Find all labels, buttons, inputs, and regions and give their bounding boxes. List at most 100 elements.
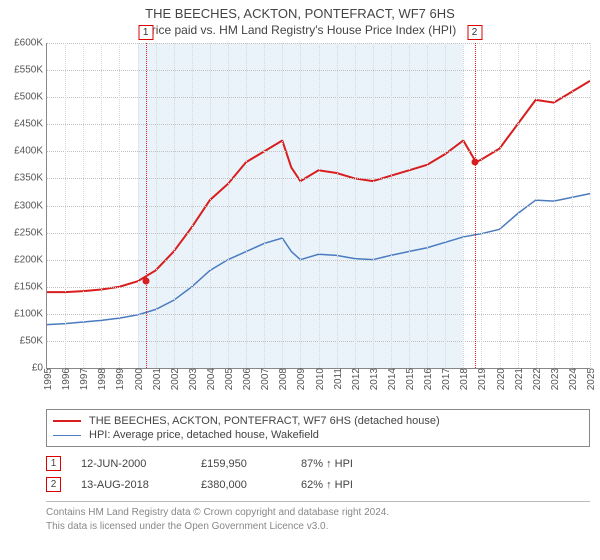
y-axis-label: £550K xyxy=(1,65,43,76)
y-axis-label: £450K xyxy=(1,119,43,130)
grid-line-v xyxy=(373,43,374,368)
legend-label: HPI: Average price, detached house, Wake… xyxy=(89,429,319,441)
y-axis-label: £350K xyxy=(1,173,43,184)
grid-line-v xyxy=(83,43,84,368)
x-axis-label: 2018 xyxy=(459,368,470,390)
y-axis-label: £200K xyxy=(1,254,43,265)
grid-line-v xyxy=(119,43,120,368)
grid-line-v xyxy=(65,43,66,368)
sale-row-date: 12-JUN-2000 xyxy=(81,458,181,470)
page-title: THE BEECHES, ACKTON, PONTEFRACT, WF7 6HS xyxy=(0,0,600,21)
x-axis-label: 2021 xyxy=(514,368,525,390)
reference-line xyxy=(475,43,476,368)
page-subtitle: Price paid vs. HM Land Registry's House … xyxy=(0,21,600,43)
footer-line: Contains HM Land Registry data © Crown c… xyxy=(46,506,590,520)
x-axis-label: 2003 xyxy=(188,368,199,390)
sale-row-number: 1 xyxy=(46,456,61,471)
grid-line-v xyxy=(355,43,356,368)
grid-line-v xyxy=(536,43,537,368)
x-axis-label: 2007 xyxy=(260,368,271,390)
legend-label: THE BEECHES, ACKTON, PONTEFRACT, WF7 6HS… xyxy=(89,415,440,427)
grid-line-v xyxy=(156,43,157,368)
grid-line-v xyxy=(409,43,410,368)
x-axis-label: 2023 xyxy=(550,368,561,390)
y-axis-label: £50K xyxy=(1,335,43,346)
x-axis-label: 2012 xyxy=(351,368,362,390)
grid-line-v xyxy=(518,43,519,368)
legend-item: THE BEECHES, ACKTON, PONTEFRACT, WF7 6HS… xyxy=(53,414,583,428)
legend-swatch xyxy=(53,435,81,436)
y-axis-label: £250K xyxy=(1,227,43,238)
grid-line-v xyxy=(101,43,102,368)
grid-line-v xyxy=(210,43,211,368)
grid-line-v xyxy=(174,43,175,368)
sale-row-delta: 87% ↑ HPI xyxy=(301,458,353,470)
sale-row-price: £159,950 xyxy=(201,458,281,470)
x-axis-label: 2022 xyxy=(532,368,543,390)
sale-row: 1 12-JUN-2000 £159,950 87% ↑ HPI xyxy=(46,453,590,474)
sale-marker xyxy=(142,278,149,285)
grid-line-v xyxy=(337,43,338,368)
x-axis-label: 2000 xyxy=(134,368,145,390)
y-axis-label: £300K xyxy=(1,200,43,211)
grid-line-v xyxy=(572,43,573,368)
grid-line-v xyxy=(590,43,591,368)
grid-line-v xyxy=(264,43,265,368)
grid-line-v xyxy=(445,43,446,368)
y-axis-label: £600K xyxy=(1,38,43,49)
legend-item: HPI: Average price, detached house, Wake… xyxy=(53,428,583,442)
x-axis-label: 1998 xyxy=(97,368,108,390)
x-axis-label: 2025 xyxy=(586,368,597,390)
y-axis-label: £150K xyxy=(1,281,43,292)
grid-line-v xyxy=(192,43,193,368)
y-axis-label: £500K xyxy=(1,92,43,103)
x-axis-label: 2010 xyxy=(315,368,326,390)
y-axis-label: £400K xyxy=(1,146,43,157)
sale-row-date: 13-AUG-2018 xyxy=(81,479,181,491)
grid-line-v xyxy=(138,43,139,368)
legend: THE BEECHES, ACKTON, PONTEFRACT, WF7 6HS… xyxy=(46,409,590,447)
reference-marker-box: 1 xyxy=(138,25,153,40)
x-axis-label: 2005 xyxy=(224,368,235,390)
grid-line-v xyxy=(463,43,464,368)
x-axis-label: 2013 xyxy=(369,368,380,390)
x-axis-label: 2009 xyxy=(296,368,307,390)
legend-swatch xyxy=(53,420,81,422)
sale-row: 213-AUG-2018£380,00062% ↑ HPI xyxy=(46,474,590,495)
x-axis-label: 1996 xyxy=(61,368,72,390)
x-axis-label: 2008 xyxy=(278,368,289,390)
x-axis-label: 2024 xyxy=(568,368,579,390)
x-axis-label: 2017 xyxy=(441,368,452,390)
x-axis-label: 2011 xyxy=(333,368,344,390)
chart-plot-area: £0£50K£100K£150K£200K£250K£300K£350K£400… xyxy=(46,43,590,369)
grid-line-v xyxy=(481,43,482,368)
reference-line xyxy=(146,43,147,368)
grid-line-v xyxy=(391,43,392,368)
x-axis-label: 2020 xyxy=(496,368,507,390)
x-axis-label: 2001 xyxy=(152,368,163,390)
x-axis-label: 2004 xyxy=(206,368,217,390)
grid-line-v xyxy=(500,43,501,368)
x-axis-label: 1995 xyxy=(43,368,54,390)
reference-marker-box: 2 xyxy=(467,25,482,40)
y-axis-label: £100K xyxy=(1,308,43,319)
x-axis-label: 2016 xyxy=(423,368,434,390)
footer-line: This data is licensed under the Open Gov… xyxy=(46,520,590,534)
grid-line-v xyxy=(300,43,301,368)
footer: Contains HM Land Registry data © Crown c… xyxy=(46,501,590,533)
x-axis-label: 2015 xyxy=(405,368,416,390)
sale-marker xyxy=(471,159,478,166)
grid-line-v xyxy=(228,43,229,368)
sale-row-number: 2 xyxy=(46,477,61,492)
grid-line-v xyxy=(319,43,320,368)
data-point-table: 1 12-JUN-2000 £159,950 87% ↑ HPI 2 13-AUG-201… xyxy=(46,453,590,495)
x-axis-label: 2014 xyxy=(387,368,398,390)
y-axis-label: £0 xyxy=(1,363,43,374)
x-axis-label: 2002 xyxy=(170,368,181,390)
grid-line-v xyxy=(246,43,247,368)
x-axis-label: 1999 xyxy=(115,368,126,390)
x-axis-label: 1997 xyxy=(79,368,90,390)
grid-line-v xyxy=(554,43,555,368)
sale-row-delta: 62% ↑ HPI xyxy=(301,479,353,491)
x-axis-label: 2006 xyxy=(242,368,253,390)
